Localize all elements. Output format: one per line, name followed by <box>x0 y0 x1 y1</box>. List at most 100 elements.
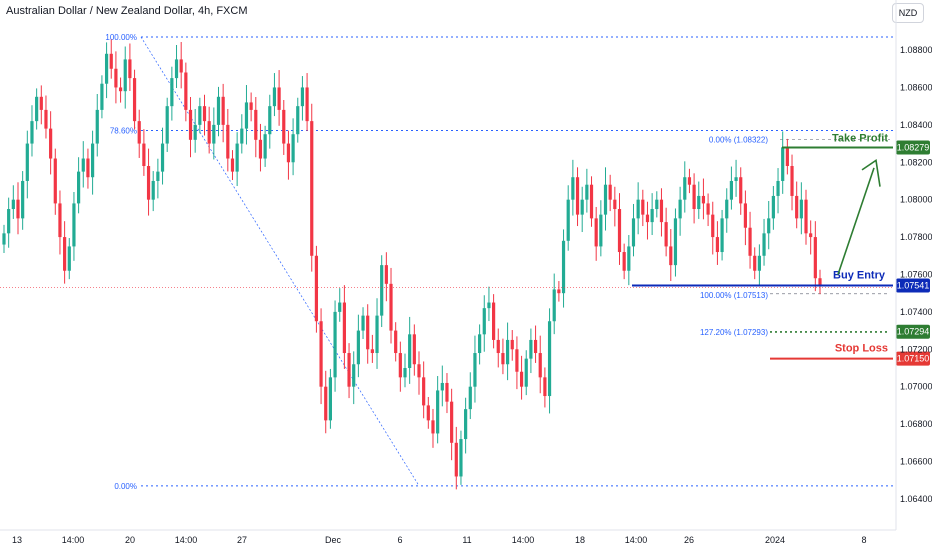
candle-body <box>384 265 388 284</box>
candle-body <box>272 87 277 107</box>
candle-body <box>58 203 62 238</box>
candle-body <box>123 59 127 92</box>
candle-body <box>543 377 547 397</box>
candle-body <box>352 364 356 387</box>
buy-entry-badge <box>896 278 930 293</box>
candle-body <box>366 315 370 350</box>
candle-body <box>21 180 25 219</box>
candle-body <box>515 349 519 372</box>
candle-body <box>795 195 799 219</box>
candle-body <box>580 199 584 215</box>
candle-body <box>496 339 500 354</box>
candle-body <box>426 405 430 421</box>
candle-body <box>300 87 305 107</box>
candle-body <box>804 199 808 234</box>
candle-body <box>226 124 230 159</box>
candle-body <box>86 158 90 178</box>
candle-body <box>202 106 207 122</box>
candle-body <box>799 199 803 219</box>
candle-body <box>375 315 379 354</box>
candle-body <box>258 139 263 159</box>
candle-body <box>809 233 813 238</box>
candle-body <box>249 102 253 110</box>
candle-body <box>636 199 640 219</box>
fib-level-label: 78.60% <box>110 126 137 135</box>
candle-body <box>398 353 402 378</box>
candle-body <box>767 218 771 234</box>
fib-level-label: 0.00% <box>114 482 137 491</box>
x-tick-label: 20 <box>125 535 135 545</box>
candle-body <box>529 339 533 359</box>
projection-arrow-head <box>861 159 881 187</box>
candle-body <box>333 311 337 378</box>
candle-body <box>156 171 160 181</box>
candle-body <box>277 87 281 110</box>
currency-button[interactable]: NZD <box>892 3 924 23</box>
candle-body <box>310 121 314 256</box>
candle-body <box>296 106 300 135</box>
candle-body <box>118 87 123 92</box>
candle-body <box>431 420 435 434</box>
x-tick-label: 18 <box>575 535 585 545</box>
candle-body <box>734 177 738 181</box>
fib-ext-label: 0.00% (1.08322) <box>709 135 768 144</box>
fib-ext-label: 100.00% (1.07513) <box>700 291 768 300</box>
y-tick-label: 1.07200 <box>900 344 932 354</box>
candle-body <box>72 203 76 247</box>
x-tick-label: 27 <box>237 535 247 545</box>
candle-body <box>221 96 225 125</box>
buy-entry-label: Buy Entry <box>833 270 886 282</box>
candle-body <box>482 308 486 335</box>
candle-body <box>128 59 132 79</box>
candle-body <box>473 353 477 387</box>
candle-body <box>235 143 239 172</box>
candle-body <box>49 128 53 159</box>
x-tick-label: 6 <box>397 535 402 545</box>
candle-body <box>100 83 104 110</box>
candle-body <box>813 237 817 279</box>
y-tick-label: 1.08000 <box>900 195 932 205</box>
candle-body <box>566 199 570 241</box>
candle-body <box>268 106 272 135</box>
candle-body <box>151 180 155 200</box>
candle-body <box>244 102 249 129</box>
candle-body <box>575 177 580 215</box>
candle-body <box>715 237 720 253</box>
candle-body <box>356 330 360 365</box>
candle-body <box>132 78 137 122</box>
candle-body <box>63 237 67 271</box>
candle-body <box>673 218 678 266</box>
candle-body <box>678 199 682 219</box>
take-profit-value: 1.08279 <box>897 142 930 152</box>
candle-body <box>790 166 794 196</box>
candle-body <box>622 252 626 271</box>
candle-body <box>748 227 752 256</box>
candle-body <box>146 166 151 200</box>
candle-body <box>137 121 141 144</box>
candle-body <box>207 121 211 144</box>
candle-body <box>412 334 416 365</box>
candle-body <box>603 184 608 215</box>
candle-body <box>216 96 221 125</box>
candle-body <box>753 255 757 271</box>
candle-body <box>198 106 202 125</box>
candle-body <box>524 358 528 387</box>
candle-body <box>188 109 193 140</box>
x-tick-label: 14:00 <box>512 535 535 545</box>
x-tick-label: 14:00 <box>62 535 85 545</box>
candle-body <box>53 158 57 204</box>
candle-body <box>2 233 6 245</box>
y-tick-label: 1.06600 <box>900 457 932 467</box>
x-tick-label: 14:00 <box>175 535 198 545</box>
buy-entry-value: 1.07541 <box>897 281 930 291</box>
candle-body <box>645 214 650 223</box>
candle-body <box>492 302 496 340</box>
candle-body <box>533 339 538 354</box>
candle-body <box>468 386 472 410</box>
candle-body <box>613 199 617 210</box>
candle-body <box>114 68 118 88</box>
candle-body <box>109 53 113 69</box>
candle-body <box>179 59 183 73</box>
candle-body <box>417 364 421 378</box>
